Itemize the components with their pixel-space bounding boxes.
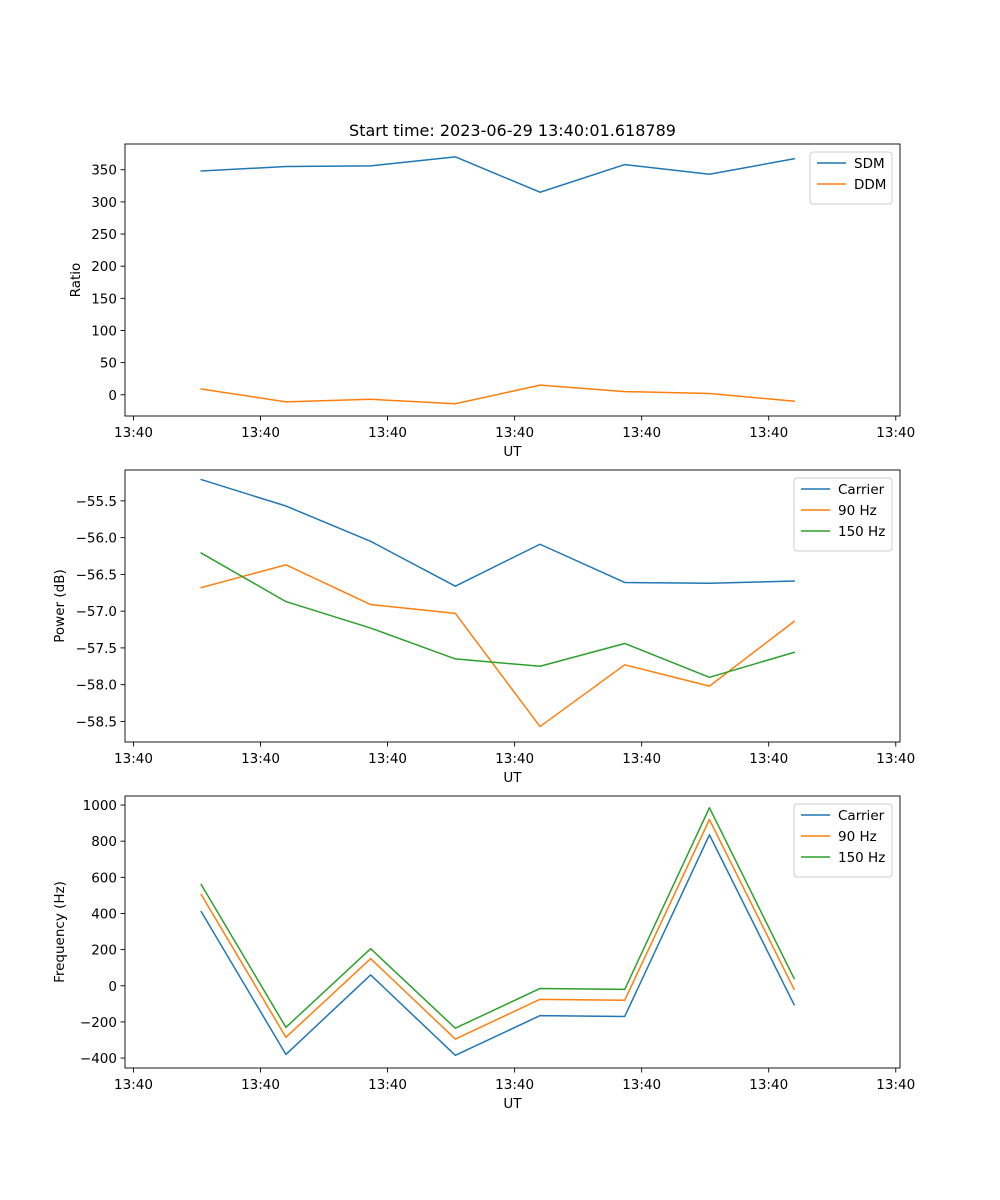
frequency-x-axis-label: UT — [503, 1096, 522, 1112]
power-x-tick-label: 13:40 — [241, 751, 280, 767]
power-y-tick-label: −56.5 — [76, 567, 117, 583]
frequency-y-tick-label: −200 — [80, 1015, 117, 1031]
power-x-axis-label: UT — [503, 770, 522, 786]
ratio-y-tick-label: 250 — [91, 227, 117, 243]
frequency-y-tick-label: 0 — [108, 979, 117, 995]
power-y-tick-label: −56.0 — [76, 531, 117, 547]
ratio-y-tick-label: 150 — [91, 291, 117, 307]
ratio-x-tick-label: 13:40 — [749, 425, 788, 441]
power-legend-box — [793, 477, 893, 552]
ratio-x-tick-label: 13:40 — [622, 425, 661, 441]
ratio-x-tick-label: 13:40 — [114, 425, 153, 441]
ratio-x-tick-label: 13:40 — [495, 425, 534, 441]
power-y-tick-label: −55.5 — [76, 494, 117, 510]
frequency-series-line-150-hz — [200, 807, 796, 1029]
frequency-y-tick-label: 1000 — [83, 798, 117, 814]
frequency-x-tick-label: 13:40 — [114, 1077, 153, 1093]
ratio-x-tick-label: 13:40 — [876, 425, 915, 441]
power-x-tick-label: 13:40 — [749, 751, 788, 767]
ratio-y-tick-label: 350 — [91, 163, 117, 179]
power-chart-panel: 13:40 13:40 13:40 13:40 13:40 13:40 13:40 −58.5… — [52, 469, 915, 786]
power-y-axis-label: Power (dB) — [52, 569, 68, 642]
power-axes-frame — [124, 469, 901, 743]
power-series-line-carrier — [200, 478, 795, 587]
frequency-x-tick-label: 13:40 — [495, 1077, 534, 1093]
ratio-y-tick-label: 50 — [100, 356, 117, 372]
frequency-x-tick-label: 13:40 — [368, 1077, 407, 1093]
ratio-legend-label-sdm: SDM — [854, 156, 885, 172]
power-y-tick-label: −58.5 — [76, 714, 117, 730]
ratio-legend-label-ddm: DDM — [854, 177, 886, 193]
power-x-tick-label: 13:40 — [114, 751, 153, 767]
ratio-y-tick-label: 200 — [91, 259, 117, 275]
frequency-axes-frame — [124, 795, 901, 1069]
frequency-legend: Carrier 90 Hz 150 Hz — [793, 803, 893, 878]
power-legend-label-150-hz: 150 Hz — [838, 524, 885, 540]
ratio-axes-frame — [124, 143, 901, 417]
ratio-y-tick-label: 300 — [91, 195, 117, 211]
power-x-tick-label: 13:40 — [495, 751, 534, 767]
power-legend-label-carrier: Carrier — [838, 482, 885, 498]
power-y-tick-label: −58.0 — [76, 678, 117, 694]
power-x-tick-label: 13:40 — [368, 751, 407, 767]
frequency-x-tick-label: 13:40 — [241, 1077, 280, 1093]
power-legend: Carrier 90 Hz 150 Hz — [793, 477, 893, 552]
power-y-tick-label: −57.0 — [76, 604, 117, 620]
power-series-line-90-hz — [200, 564, 796, 728]
ratio-x-axis-label: UT — [503, 444, 522, 460]
ratio-legend: SDM DDM — [809, 151, 893, 205]
power-x-tick-label: 13:40 — [876, 751, 915, 767]
power-legend-label-90-hz: 90 Hz — [838, 503, 877, 519]
figure-title: Start time: 2023-06-29 13:40:01.618789 — [349, 121, 676, 140]
frequency-chart-panel: 13:40 13:40 13:40 13:40 13:40 13:40 13:40 −400 −… — [52, 795, 915, 1112]
ratio-y-tick-label: 0 — [108, 388, 117, 404]
frequency-y-tick-label: 400 — [91, 906, 117, 922]
frequency-series-line-carrier — [200, 834, 796, 1057]
frequency-y-tick-label: 600 — [91, 870, 117, 886]
ratio-x-tick-label: 13:40 — [368, 425, 407, 441]
frequency-x-tick-label: 13:40 — [749, 1077, 788, 1093]
frequency-legend-label-90-hz: 90 Hz — [838, 829, 877, 845]
power-y-tick-label: −57.5 — [76, 641, 117, 657]
power-x-tick-label: 13:40 — [622, 751, 661, 767]
frequency-series-line-90-hz — [200, 818, 796, 1040]
frequency-y-axis-label: Frequency (Hz) — [52, 881, 68, 983]
frequency-y-tick-label: 200 — [91, 943, 117, 959]
power-series-line-150-hz — [200, 552, 796, 679]
ratio-series-line-ddm — [200, 384, 795, 405]
frequency-y-tick-label: −400 — [80, 1051, 117, 1067]
ratio-y-axis-label: Ratio — [68, 263, 84, 298]
frequency-legend-label-150-hz: 150 Hz — [838, 850, 885, 866]
frequency-x-tick-label: 13:40 — [622, 1077, 661, 1093]
ratio-chart-panel: 13:40 13:40 13:40 13:40 13:40 13:40 13:40 0 50 10… — [68, 143, 915, 460]
ratio-x-tick-label: 13:40 — [241, 425, 280, 441]
frequency-legend-label-carrier: Carrier — [838, 808, 885, 824]
frequency-y-tick-label: 800 — [91, 834, 117, 850]
frequency-x-tick-label: 13:40 — [876, 1077, 915, 1093]
ratio-series-line-sdm — [200, 156, 796, 193]
ratio-y-tick-label: 100 — [91, 323, 117, 339]
frequency-legend-box — [793, 803, 893, 878]
ratio-legend-box — [809, 151, 893, 205]
